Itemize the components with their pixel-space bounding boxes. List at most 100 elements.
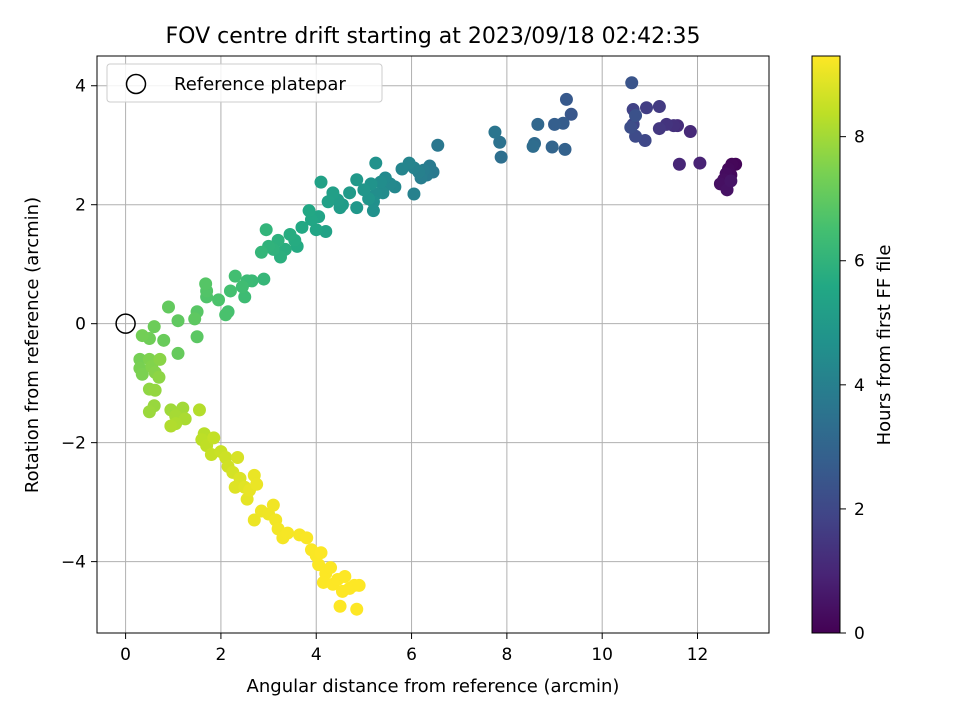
data-point (625, 76, 639, 90)
colorbar-tick-label: 6 (854, 252, 865, 272)
data-point (207, 431, 221, 445)
data-point (266, 498, 280, 512)
data-point (494, 150, 508, 164)
y-tick-label: 2 (75, 196, 86, 216)
plot-frame (96, 55, 770, 634)
colorbar-tick-label: 0 (854, 624, 865, 644)
legend-box (106, 63, 383, 103)
data-point (295, 220, 309, 234)
data-point (672, 157, 686, 171)
reference-platepar-marker (115, 313, 136, 334)
y-tick-label: 0 (75, 315, 86, 335)
data-point (309, 223, 323, 237)
data-point (228, 269, 242, 283)
data-point (153, 352, 167, 366)
x-tick-label: 8 (501, 645, 512, 665)
data-point (350, 602, 364, 616)
data-point (558, 142, 572, 156)
data-point (188, 312, 202, 326)
x-tick-label: 10 (591, 645, 613, 665)
data-point (247, 513, 261, 527)
data-point (228, 480, 242, 494)
data-point (135, 329, 149, 343)
data-point (314, 175, 328, 189)
data-point (219, 308, 233, 322)
data-point (235, 280, 249, 294)
data-point (314, 546, 328, 560)
data-point (352, 578, 366, 592)
legend-label-reference: Reference platepar (174, 74, 346, 95)
data-point (350, 173, 364, 187)
data-point (321, 195, 335, 209)
x-tick-label: 12 (687, 645, 709, 665)
data-point (231, 451, 245, 465)
data-point (135, 367, 149, 381)
data-point (531, 117, 545, 131)
colorbar-label: Hours from first FF file (874, 245, 895, 446)
colorbar-ticks: 0 2 4 6 8 (840, 128, 865, 644)
data-point (407, 187, 421, 201)
data-point (254, 245, 268, 259)
legend: Reference platepar (106, 63, 383, 103)
data-point (283, 227, 297, 241)
data-point (395, 162, 409, 176)
data-point (199, 277, 213, 291)
y-tick-label: −4 (61, 553, 86, 573)
x-axis-label: Angular distance from reference (arcmin) (247, 676, 620, 697)
data-point (652, 122, 666, 136)
data-point (192, 403, 206, 417)
data-point (683, 125, 697, 139)
data-point (238, 290, 252, 304)
data-point (223, 284, 237, 298)
x-tick-label: 2 (216, 645, 227, 665)
data-point (357, 183, 371, 197)
data-point (545, 140, 559, 154)
data-point (152, 370, 166, 384)
data-points (115, 76, 743, 616)
data-point (493, 135, 507, 149)
data-point (652, 100, 666, 114)
y-tick-label: −2 (61, 434, 86, 454)
data-point (171, 314, 185, 328)
data-point (161, 300, 175, 314)
colorbar-tick-label: 2 (854, 500, 865, 520)
colorbar-gradient (811, 55, 841, 634)
data-point (157, 333, 171, 347)
x-tick-label: 4 (311, 645, 322, 665)
data-point (640, 101, 654, 115)
data-point (281, 526, 295, 540)
data-point (559, 92, 573, 106)
data-point (324, 561, 338, 575)
data-point (564, 107, 578, 121)
data-point (147, 320, 161, 334)
x-tick-label: 6 (406, 645, 417, 665)
legend-marker-reference (125, 73, 147, 95)
colorbar-tick-label: 4 (854, 376, 865, 396)
data-point (333, 599, 347, 613)
y-tick-label: 4 (75, 77, 86, 97)
data-point (257, 272, 271, 286)
data-point (526, 139, 540, 153)
data-point (548, 117, 562, 131)
data-point (190, 330, 204, 344)
chart-title: FOV centre drift starting at 2023/09/18 … (166, 24, 701, 49)
data-point (142, 405, 156, 419)
data-point (312, 558, 326, 572)
data-point (629, 108, 643, 122)
data-point (343, 186, 357, 200)
colorbar-tick-label: 8 (854, 128, 865, 148)
data-point (133, 352, 147, 366)
data-point (259, 223, 273, 237)
data-point (250, 477, 264, 491)
data-point (300, 531, 314, 545)
data-point (148, 383, 162, 397)
data-point (724, 174, 738, 188)
x-tick-label: 0 (120, 645, 131, 665)
data-point (369, 156, 383, 170)
data-point (693, 156, 707, 170)
y-axis-label: Rotation from reference (arcmin) (22, 197, 43, 493)
colorbar (811, 55, 841, 634)
data-point (164, 419, 178, 433)
data-point (171, 346, 185, 360)
